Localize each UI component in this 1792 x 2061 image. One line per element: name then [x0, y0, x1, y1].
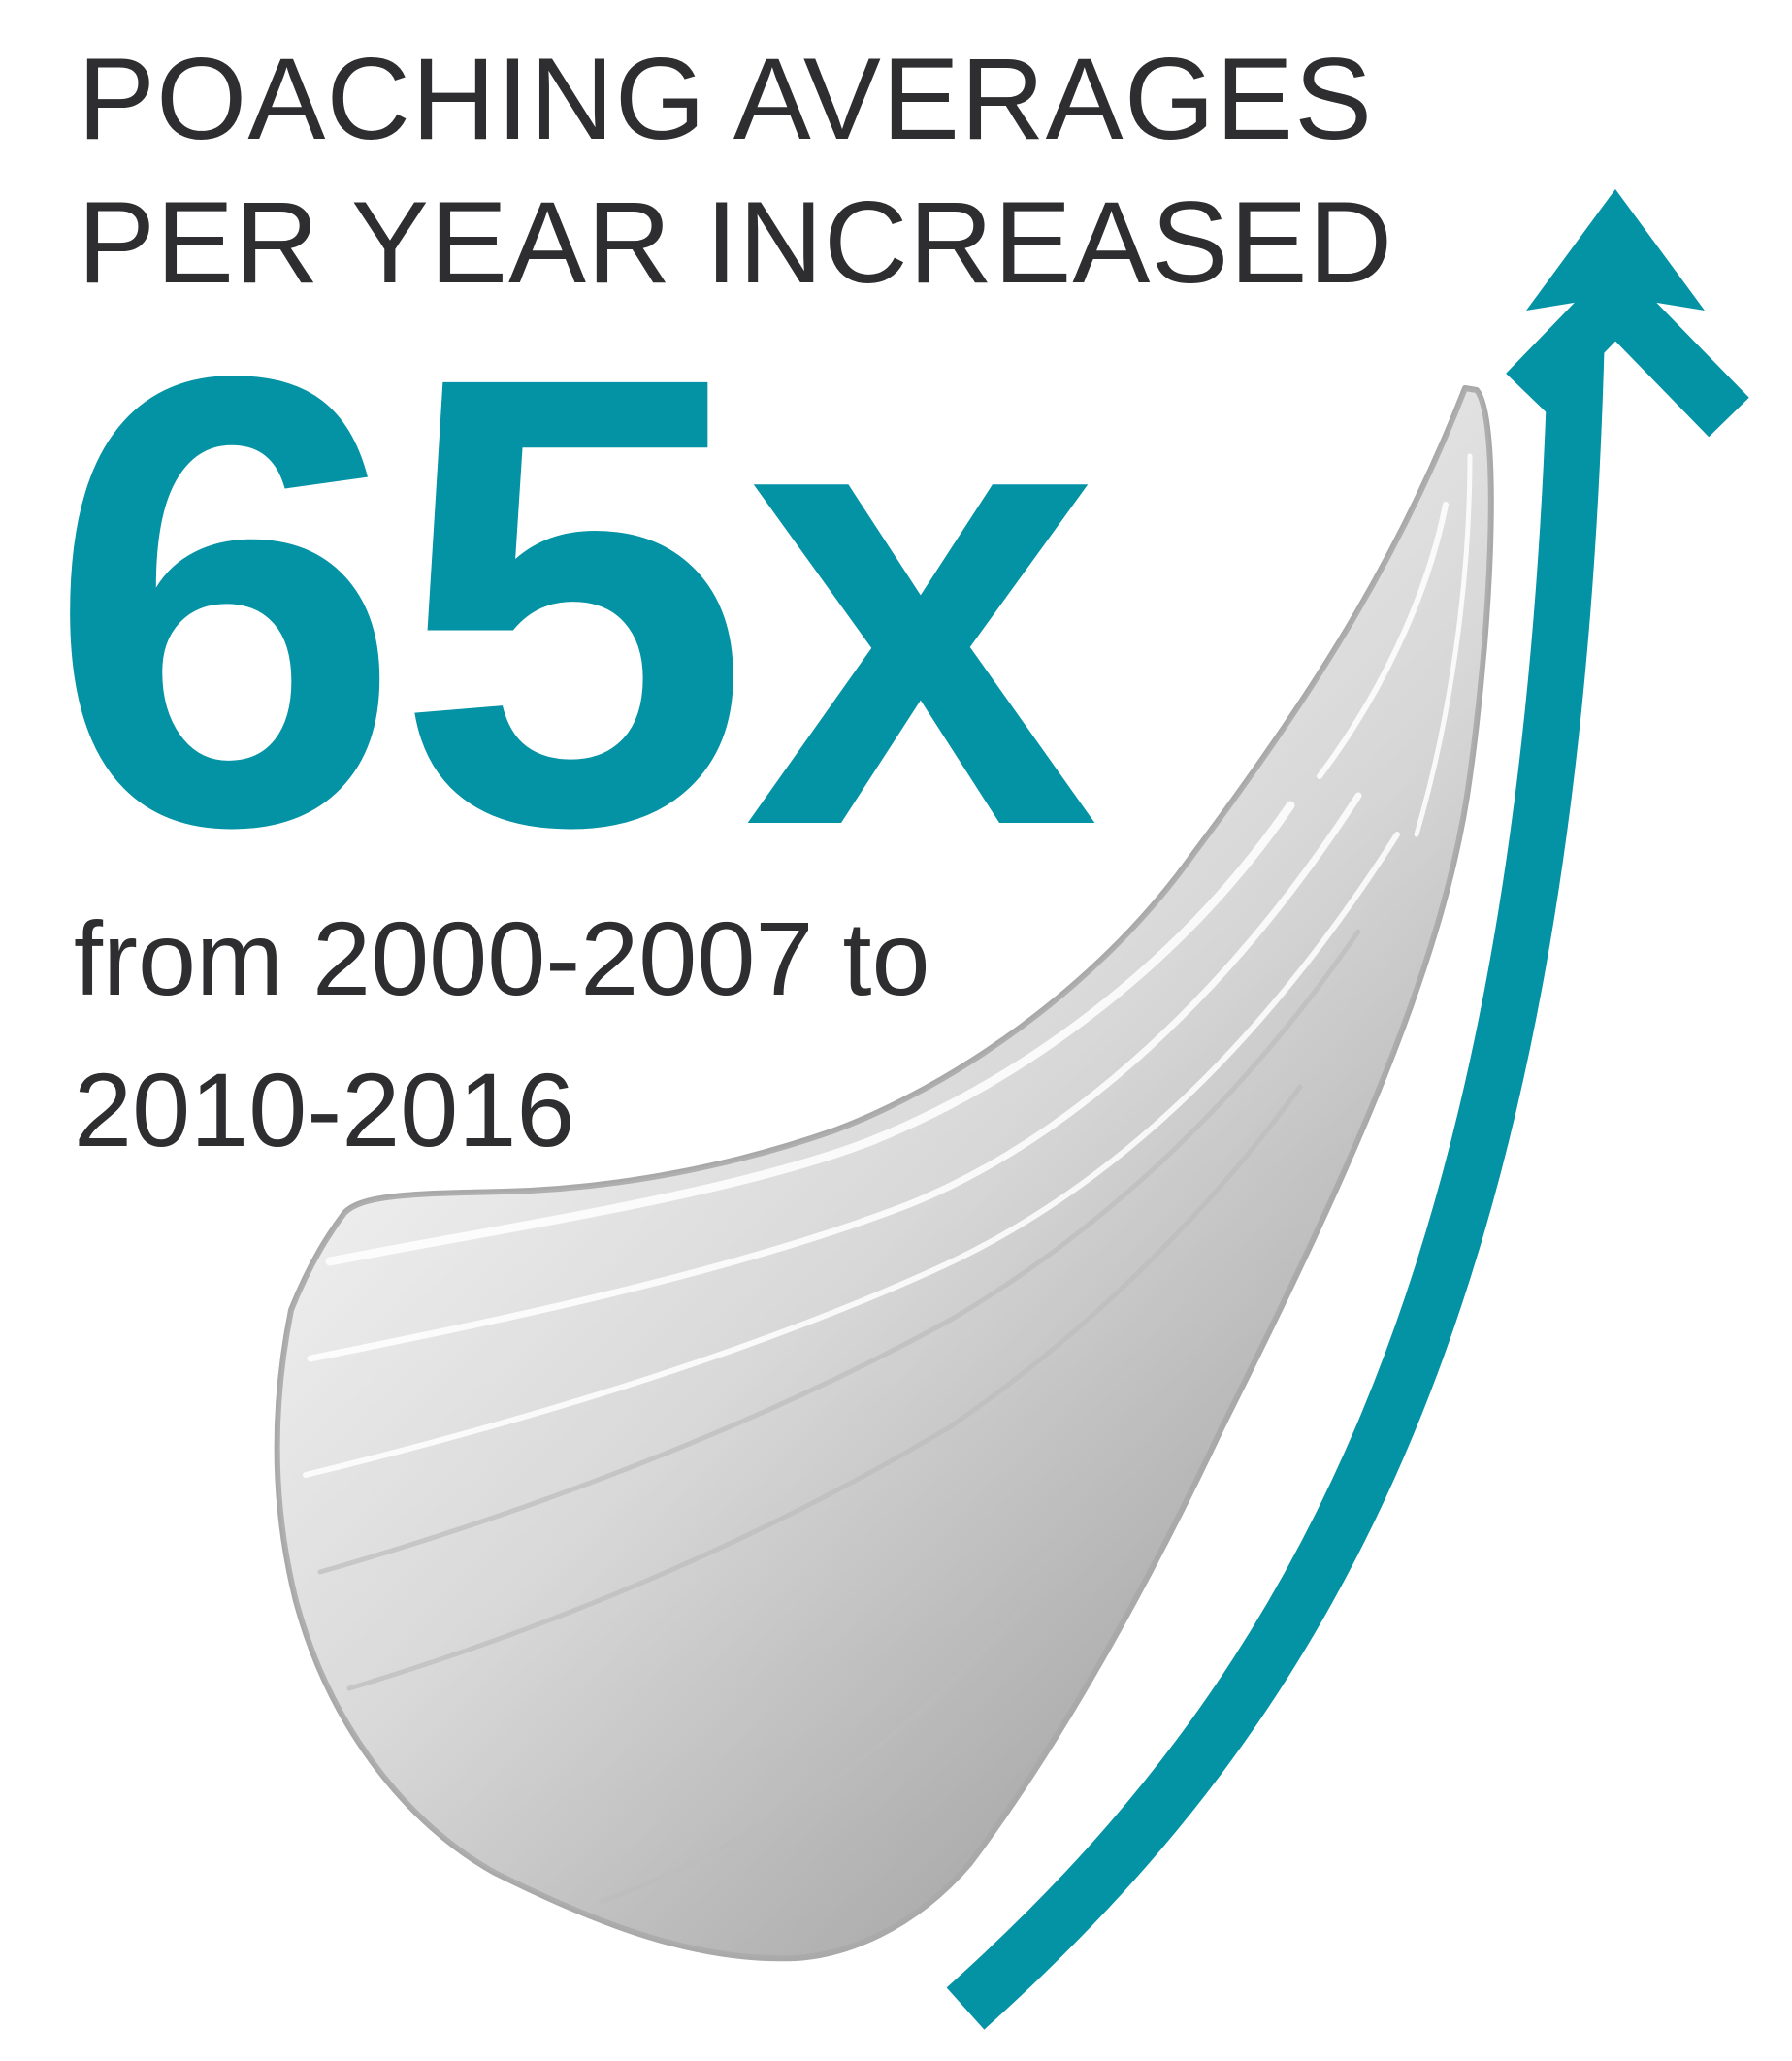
headline: POACHING AVERAGES PER YEAR INCREASED	[78, 27, 1393, 314]
rhino-horn-icon	[274, 385, 1494, 1962]
increase-multiplier: 65x	[47, 244, 1099, 959]
rising-arrow-icon	[946, 189, 1749, 2030]
comparison-period: from 2000-2007 to 2010-2016	[74, 883, 930, 1186]
headline-line-2: PER YEAR INCREASED	[78, 178, 1394, 308]
headline-line-1: POACHING AVERAGES	[78, 34, 1374, 164]
period-line-1: from 2000-2007 to	[74, 900, 930, 1017]
period-line-2: 2010-2016	[74, 1051, 575, 1168]
